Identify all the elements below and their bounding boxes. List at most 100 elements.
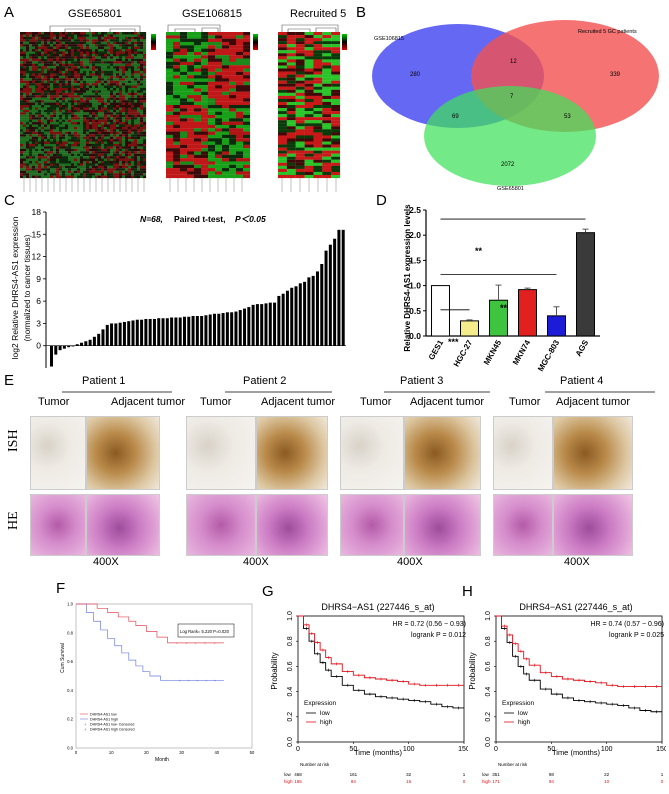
chart-c-bar xyxy=(178,317,182,346)
chart-f-frame xyxy=(75,603,253,749)
venn-label-recruited: Recruited 5 GC patients xyxy=(578,29,637,35)
chart-d-category-label: MKN45 xyxy=(482,338,504,366)
chart-c-bar xyxy=(67,345,71,348)
km-ytick-label: 0.2 xyxy=(485,712,492,722)
km-ytick-label: 0.6 xyxy=(485,661,492,671)
patient-1-title: Patient 1 xyxy=(82,375,126,387)
heatmap-panel xyxy=(20,24,347,192)
venn-count-gse106815-only: 280 xyxy=(410,72,421,78)
chart-c-bar xyxy=(298,283,302,346)
chart-c-bar xyxy=(105,324,109,346)
chart-c-bar xyxy=(114,323,118,346)
chart-c-bar xyxy=(277,295,281,346)
chart-c-bar xyxy=(221,313,225,346)
chart-f-xtick-label: 0 xyxy=(75,750,78,755)
km-ytick-label: 0.8 xyxy=(287,636,294,646)
p3-magnification: 400X xyxy=(397,556,423,568)
chart-c-bar xyxy=(157,318,161,346)
chart-c-bar xyxy=(264,303,268,346)
chart-c-bar xyxy=(165,318,169,346)
chart-c-bar xyxy=(307,277,311,346)
venn-count-gse65801-only: 2072 xyxy=(501,162,515,168)
p1-col-adjacent: Adjacent tumor xyxy=(111,396,185,408)
chart-d-ytick-label: 2.5 xyxy=(409,205,421,215)
chart-c-ytick-label: 12 xyxy=(32,252,42,262)
chart-g-ylabel: Probability xyxy=(270,652,279,689)
chart-c-bar xyxy=(324,250,328,346)
chart-c-bar xyxy=(110,323,114,346)
patient-2-title: Patient 2 xyxy=(243,375,287,387)
chart-c-bar xyxy=(182,316,186,346)
column-labels xyxy=(23,178,337,192)
tissue-ish-p2-adjacent xyxy=(256,416,328,490)
chart-c-ytick-label: 18 xyxy=(32,207,42,217)
tissue-ish-p2-tumor xyxy=(186,416,256,490)
chart-f-xtick-label: 40 xyxy=(214,750,219,755)
chart-c-bar xyxy=(251,304,255,346)
chart-f-censor-mark: + xyxy=(185,640,188,645)
tissue-he-p2-adjacent xyxy=(256,494,328,556)
km-risk-low-value: 1 xyxy=(661,772,664,777)
chart-h-risk-low-label: low xyxy=(482,772,490,777)
chart-f-legend-low: DHRS4-AS1 low xyxy=(90,713,117,717)
chart-d-sig-2: ** xyxy=(500,303,508,313)
chart-f-ytick-label: 0.2 xyxy=(67,717,73,722)
chart-c-bar xyxy=(71,345,75,347)
chart-h-legend-high: high xyxy=(518,719,531,726)
chart-d-sig-3: *** xyxy=(448,337,459,347)
panel-c-label: C xyxy=(4,192,15,209)
chart-h-legend-title: Expression xyxy=(502,700,535,707)
km-line-high xyxy=(496,615,662,688)
chart-c-ytick-label: 15 xyxy=(32,229,42,239)
tissue-he-p3-adjacent xyxy=(404,494,481,556)
chart-c-ylabel-2: (normalized to cancer tissues) xyxy=(23,234,32,341)
chart-g-risk-title: Number at risk xyxy=(300,762,330,767)
chart-d-bar xyxy=(518,289,537,337)
km-risk-high-value: 10 xyxy=(604,779,610,784)
chart-c-bar xyxy=(54,345,58,355)
chart-f-censor-mark: + xyxy=(176,640,179,645)
chart-c-bar xyxy=(97,333,101,346)
svg-text:+: + xyxy=(84,727,87,732)
chart-c-bar xyxy=(208,314,212,346)
chart-c-bar xyxy=(238,310,242,346)
km-xtick-label: 0 xyxy=(494,746,498,753)
tissue-ish-p1-adjacent xyxy=(86,416,160,490)
chart-f-line-low xyxy=(76,603,224,681)
chart-f-censor-mark: + xyxy=(195,640,198,645)
p4-col-tumor: Tumor xyxy=(509,396,541,408)
chart-c: log2 Relative DHRS4-AS1 expression (norm… xyxy=(10,207,346,368)
km-risk-low-value: 22 xyxy=(604,772,610,777)
chart-c-bar xyxy=(127,321,131,346)
chart-g-xlabel: Time (months) xyxy=(354,748,403,757)
km-xtick-label: 100 xyxy=(403,746,415,753)
chart-f-ylabel: Cum Survival xyxy=(60,643,66,673)
chart-g-plot: 0.0 0.2 0.4 0.6 0.8 1.0 0 50 100 150 xyxy=(287,611,468,753)
chart-c-test: Paired t-test, xyxy=(174,214,226,224)
km-xtick-label: 150 xyxy=(656,746,666,753)
chart-g: DHRS4−AS1 (227446_s_at) Probability Time… xyxy=(270,602,468,784)
tissue-ish-p4-adjacent xyxy=(553,416,633,490)
chart-c-ytick-label: 3 xyxy=(36,318,41,328)
km-xtick-label: 0 xyxy=(296,746,300,753)
p2-col-tumor: Tumor xyxy=(200,396,232,408)
chart-h-title: DHRS4−AS1 (227446_s_at) xyxy=(519,602,632,612)
km-risk-low-value: 32 xyxy=(406,772,412,777)
chart-f-xtick-label: 10 xyxy=(109,750,114,755)
heatmap-recruited5 xyxy=(278,32,341,179)
chart-c-bar xyxy=(62,345,66,349)
chart-c-bar xyxy=(191,316,195,346)
km-xtick-label: 50 xyxy=(349,746,357,753)
chart-c-bar xyxy=(303,281,307,346)
p4-col-adjacent: Adjacent tumor xyxy=(556,396,630,408)
chart-c-bar xyxy=(328,244,332,346)
chart-f-censor-mark: + xyxy=(213,640,216,645)
chart-d-bar xyxy=(576,232,595,337)
chart-g-legend-title: Expression xyxy=(304,700,337,707)
chart-f-plot: 0.00.20.40.60.81.00 10 20 30 40 50+ + + + ++ + + + + xyxy=(67,602,255,756)
p1-magnification: 400X xyxy=(93,556,119,568)
chart-d-ylabel: Relative DHRS4-AS1 expression levels xyxy=(403,204,412,352)
km-risk-high-value: 84 xyxy=(351,779,357,784)
chart-h-xlabel: Time (months) xyxy=(552,748,601,757)
